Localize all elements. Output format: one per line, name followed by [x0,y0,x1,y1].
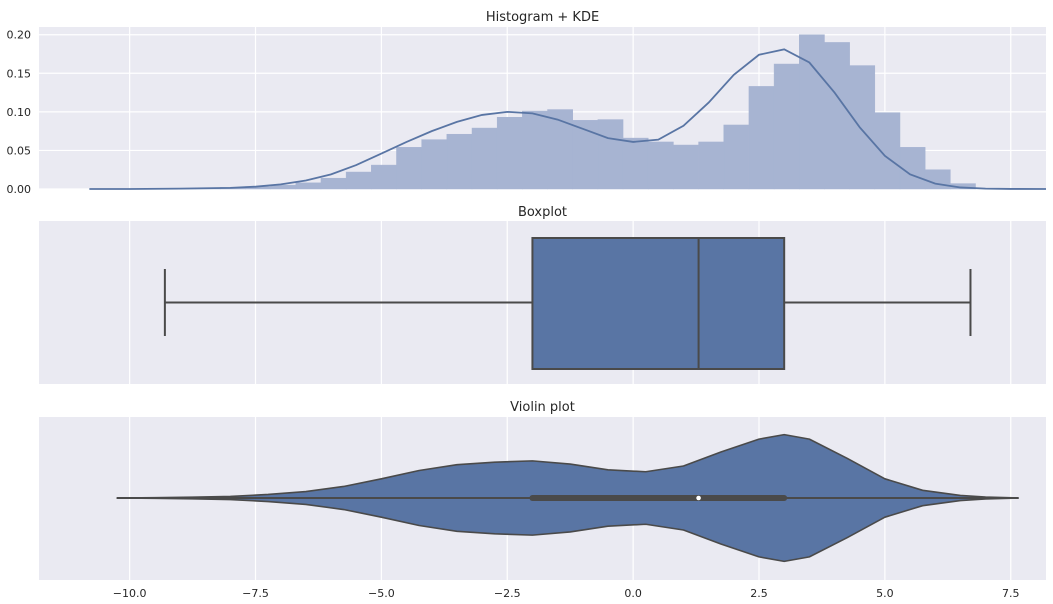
x-tick-label: −7.5 [242,587,269,600]
histogram-bar [396,147,422,190]
y-tick-label: 0.05 [7,144,32,157]
x-tick-label: −10.0 [113,587,147,600]
histogram-kde-panel: 0.00 0.05 0.10 0.15 0.20 Histogram + KDE [7,10,1047,196]
histogram-bar [874,112,901,190]
histogram-title: Histogram + KDE [486,10,599,25]
histogram-y-tick-labels: 0.00 0.05 0.10 0.15 0.20 [7,29,32,196]
histogram-bar [723,124,750,190]
histogram-bar [371,164,397,190]
histogram-bar [799,34,825,190]
violin-title: Violin plot [510,400,575,415]
boxplot-title: Boxplot [518,205,567,220]
histogram-bar [622,137,649,190]
boxplot-panel: Boxplot [39,205,1046,384]
histogram-bar [572,120,599,190]
histogram-bar [295,182,322,190]
histogram-bar [345,171,372,190]
histogram-bar [597,119,624,190]
boxplot-box [531,237,786,370]
y-tick-label: 0.10 [7,106,32,119]
x-tick-label: −2.5 [494,587,521,600]
histogram-bar [446,133,473,190]
histogram-bar [849,65,876,190]
histogram-bar [547,109,573,190]
x-tick-label: 7.5 [1002,587,1020,600]
histogram-bar [748,86,775,190]
x-tick-label: −5.0 [368,587,395,600]
histogram-bar [320,177,347,190]
histogram-bar [824,42,850,190]
kde-curve [89,48,1047,190]
y-tick-label: 0.00 [7,183,32,196]
x-axis-tick-labels: −10.0 −7.5 −5.0 −2.5 0.0 2.5 5.0 7.5 [113,587,1020,600]
histogram-bar [471,127,498,190]
histogram-bar [647,141,674,190]
x-tick-label: 0.0 [624,587,642,600]
histogram-bar [673,144,699,190]
histogram-bar [899,147,926,190]
y-tick-label: 0.15 [7,67,32,80]
histogram-bar [773,63,800,190]
histogram-bar [421,139,448,190]
x-tick-label: 2.5 [750,587,768,600]
x-tick-label: 5.0 [876,587,894,600]
violin-median-dot [696,495,701,501]
histogram-bar [496,117,523,190]
histogram-bar [698,141,725,190]
violin-panel: −10.0 −7.5 −5.0 −2.5 0.0 2.5 5.0 7.5 Violin plo… [39,400,1046,600]
histogram-bar [522,110,548,190]
y-tick-label: 0.20 [7,29,32,42]
